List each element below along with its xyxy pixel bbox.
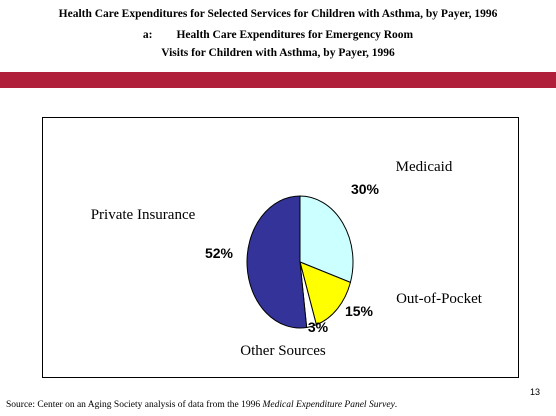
chart-subtitle-line1: a: Health Care Expenditures for Emergency… xyxy=(0,26,556,44)
header-divider xyxy=(0,72,556,88)
chart-subtitle-line2: Visits for Children with Asthma, by Paye… xyxy=(161,47,395,59)
slice-category-label: Medicaid xyxy=(396,159,453,175)
header: Health Care Expenditures for Selected Se… xyxy=(0,0,556,70)
page-title: Health Care Expenditures for Selected Se… xyxy=(58,8,498,20)
slice-category-label: Out-of-Pocket xyxy=(396,291,483,307)
pie-slice-private-insurance xyxy=(246,195,308,329)
source-suffix: . xyxy=(394,400,398,410)
slice-percent-label: 52% xyxy=(205,245,234,261)
slice-percent-label: 30% xyxy=(351,181,380,197)
source-survey-name: Medical Expenditure Panel Survey xyxy=(262,400,395,410)
slice-percent-label: 15% xyxy=(345,303,374,319)
subtitle-text-1: Health Care Expenditures for Emergency R… xyxy=(176,29,414,41)
subtitle-label: a: xyxy=(142,29,153,41)
slice-category-label: Private Insurance xyxy=(91,207,196,223)
source-prefix: Source: Center on an Aging Society analy… xyxy=(6,400,263,410)
page-number: 13 xyxy=(529,387,540,397)
pie-slices xyxy=(246,195,354,329)
chart-frame xyxy=(42,117,519,378)
slice-percent-label: 3% xyxy=(308,319,329,335)
source-note: Source: Center on an Aging Society analy… xyxy=(6,400,554,410)
pie-slice-medicaid xyxy=(299,195,354,284)
pie-labels: 30% Medicaid 15% Out-of-Pocket 3% Other Sourc… xyxy=(91,159,483,359)
slice-category-label: Other Sources xyxy=(240,343,326,359)
